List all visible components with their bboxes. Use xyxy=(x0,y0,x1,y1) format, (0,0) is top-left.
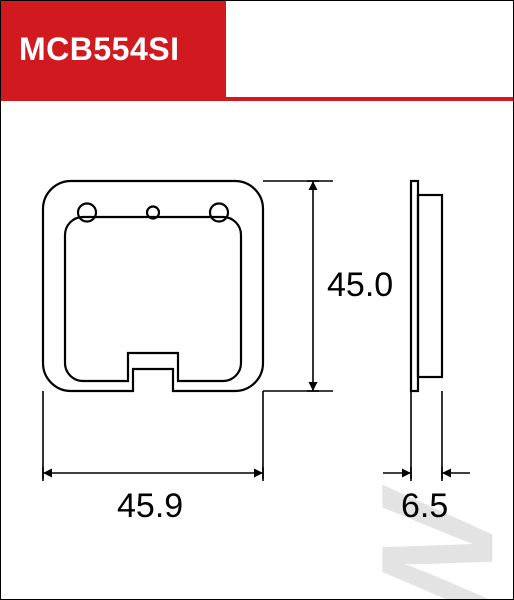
dim-label-width: 45.9 xyxy=(117,487,183,526)
header-spacer xyxy=(226,1,513,97)
dim-label-thickness: 6.5 xyxy=(401,487,448,526)
dim-label-height: 45.0 xyxy=(327,266,393,305)
diagram-body: TRW 45.0 45.9 6.5 xyxy=(1,101,513,599)
product-code: MCB554SI xyxy=(19,31,180,68)
header-code-box: MCB554SI xyxy=(1,1,226,97)
